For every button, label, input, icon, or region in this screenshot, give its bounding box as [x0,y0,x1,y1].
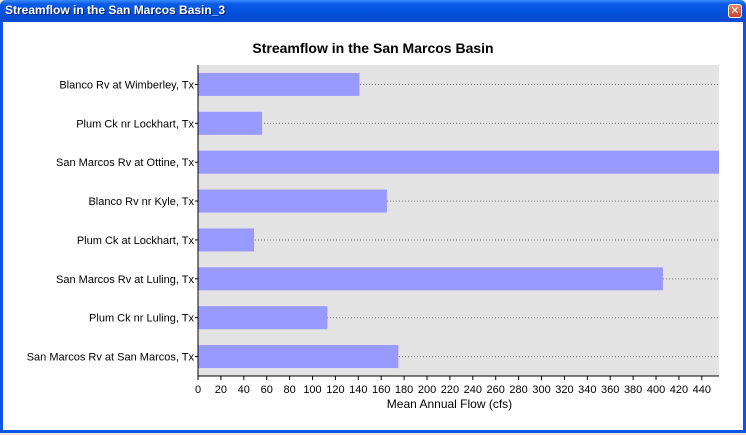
close-button[interactable]: ✕ [728,4,742,18]
category-label: Blanco Rv at Wimberley, Tx [59,79,194,91]
close-icon: ✕ [730,4,740,17]
x-tick-label: 220 [441,384,459,396]
window-title: Streamflow in the San Marcos Basin_3 [5,3,226,17]
chart-area: Streamflow in the San Marcos Basin Blanc… [3,22,743,430]
x-tick-label: 240 [464,384,482,396]
x-tick-label: 140 [349,384,367,396]
bar [198,150,719,174]
x-tick-label: 200 [418,384,436,396]
x-tick-label: 40 [238,384,250,396]
bar [198,267,663,291]
x-tick-label: 340 [578,384,596,396]
x-tick-label: 100 [303,384,321,396]
x-tick-label: 260 [487,384,505,396]
bar [198,189,387,213]
x-tick-label: 380 [624,384,642,396]
title-bar[interactable]: Streamflow in the San Marcos Basin_3 ✕ [0,0,746,22]
category-label: San Marcos Rv at Luling, Tx [56,274,194,286]
bar [198,111,263,135]
category-label: Blanco Rv nr Kyle, Tx [88,196,194,208]
plot-background [198,65,719,376]
bar [198,306,328,330]
bar [198,228,255,252]
x-tick-label: 80 [283,384,295,396]
x-tick-label: 320 [555,384,573,396]
category-label: Plum Ck nr Luling, Tx [89,313,194,325]
category-label: San Marcos Rv at Ottine, Tx [56,157,194,169]
x-tick-label: 60 [261,384,273,396]
x-tick-label: 20 [215,384,227,396]
x-tick-label: 420 [670,384,688,396]
category-label: Plum Ck nr Lockhart, Tx [76,118,194,130]
x-tick-label: 300 [532,384,550,396]
chart-title: Streamflow in the San Marcos Basin [252,40,493,56]
x-tick-label: 180 [395,384,413,396]
x-axis-label: Mean Annual Flow (cfs) [387,397,512,411]
x-tick-label: 280 [509,384,527,396]
bar-chart: Streamflow in the San Marcos Basin Blanc… [27,40,719,411]
category-label: San Marcos Rv at San Marcos, Tx [27,352,195,364]
category-label: Plum Ck at Lockhart, Tx [77,235,195,247]
x-tick-label: 0 [195,384,201,396]
x-tick-label: 440 [693,384,711,396]
x-tick-label: 160 [372,384,390,396]
bar [198,72,360,96]
bar [198,345,399,369]
x-tick-label: 360 [601,384,619,396]
x-tick-label: 400 [647,384,665,396]
x-tick-label: 120 [326,384,344,396]
